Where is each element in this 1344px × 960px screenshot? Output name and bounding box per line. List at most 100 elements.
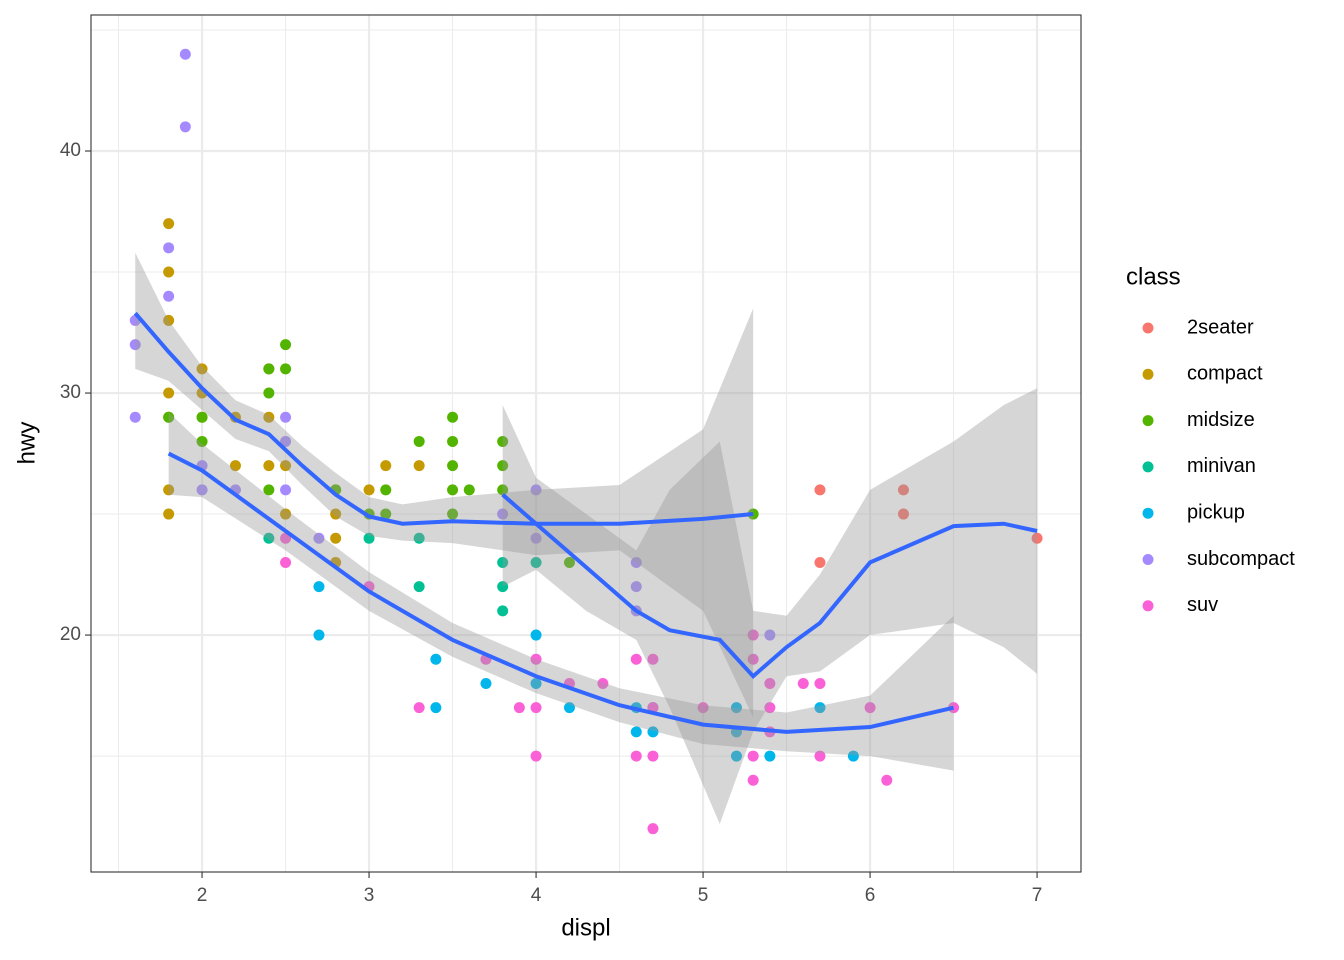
point bbox=[697, 702, 709, 714]
point bbox=[413, 702, 425, 714]
point bbox=[263, 532, 275, 544]
point bbox=[330, 508, 342, 520]
point bbox=[280, 363, 292, 375]
panel-border bbox=[90, 14, 1082, 873]
point bbox=[497, 556, 509, 568]
point bbox=[163, 290, 175, 302]
point bbox=[647, 653, 659, 665]
point bbox=[497, 508, 509, 520]
point bbox=[413, 532, 425, 544]
point bbox=[513, 702, 525, 714]
point bbox=[263, 363, 275, 375]
point bbox=[530, 532, 542, 544]
point bbox=[730, 750, 742, 762]
point bbox=[447, 460, 459, 472]
point bbox=[280, 411, 292, 423]
point bbox=[129, 411, 141, 423]
point bbox=[413, 460, 425, 472]
point bbox=[597, 677, 609, 689]
point bbox=[430, 702, 442, 714]
legend-key bbox=[1142, 368, 1154, 380]
confidence-band bbox=[168, 412, 954, 771]
point bbox=[530, 629, 542, 641]
point bbox=[447, 435, 459, 447]
point bbox=[530, 750, 542, 762]
point bbox=[814, 750, 826, 762]
point bbox=[897, 508, 909, 520]
point bbox=[363, 532, 375, 544]
point bbox=[881, 774, 893, 786]
point bbox=[747, 750, 759, 762]
point bbox=[630, 581, 642, 593]
legend-label: suv bbox=[1187, 594, 1218, 616]
point bbox=[447, 508, 459, 520]
point bbox=[447, 484, 459, 496]
legend-key bbox=[1142, 415, 1154, 427]
x-tick-label: 5 bbox=[698, 885, 709, 906]
legend-title: class bbox=[1126, 263, 1181, 290]
point bbox=[447, 411, 459, 423]
point bbox=[747, 774, 759, 786]
point bbox=[463, 484, 475, 496]
point bbox=[263, 484, 275, 496]
point bbox=[280, 508, 292, 520]
point bbox=[330, 532, 342, 544]
x-tick-label: 4 bbox=[531, 885, 542, 906]
point bbox=[530, 484, 542, 496]
legend-key bbox=[1142, 554, 1154, 565]
point bbox=[363, 484, 375, 496]
point bbox=[263, 460, 275, 472]
point bbox=[313, 629, 325, 641]
point bbox=[380, 484, 392, 496]
point bbox=[497, 484, 509, 496]
y-axis-title: hwy bbox=[13, 422, 40, 465]
y-tick-label: 40 bbox=[60, 140, 81, 161]
point bbox=[413, 435, 425, 447]
x-tick-label: 7 bbox=[1032, 885, 1043, 906]
point bbox=[380, 460, 392, 472]
point bbox=[730, 702, 742, 714]
point bbox=[630, 653, 642, 665]
point bbox=[163, 387, 175, 399]
legend-label: compact bbox=[1187, 363, 1263, 385]
point bbox=[647, 726, 659, 738]
point bbox=[764, 702, 776, 714]
point bbox=[179, 48, 191, 60]
point bbox=[630, 556, 642, 568]
point bbox=[196, 411, 208, 423]
x-axis-title: displ bbox=[561, 914, 610, 941]
point bbox=[163, 411, 175, 423]
point bbox=[647, 750, 659, 762]
point bbox=[497, 460, 509, 472]
point bbox=[497, 435, 509, 447]
legend-label: pickup bbox=[1187, 501, 1245, 523]
point bbox=[280, 532, 292, 544]
panel bbox=[91, 15, 1081, 872]
point bbox=[530, 702, 542, 714]
point bbox=[797, 677, 809, 689]
point bbox=[313, 581, 325, 593]
point bbox=[764, 677, 776, 689]
point bbox=[280, 339, 292, 351]
y-tick-label: 30 bbox=[60, 382, 81, 403]
legend-key bbox=[1142, 507, 1154, 519]
point bbox=[280, 460, 292, 472]
point bbox=[163, 266, 175, 278]
point bbox=[163, 508, 175, 520]
point bbox=[229, 460, 241, 472]
point bbox=[196, 435, 208, 447]
point bbox=[280, 435, 292, 447]
point bbox=[430, 653, 442, 665]
point bbox=[163, 218, 175, 230]
x-tick-label: 2 bbox=[197, 885, 208, 906]
point bbox=[497, 581, 509, 593]
point bbox=[814, 484, 826, 496]
point bbox=[163, 314, 175, 326]
point bbox=[480, 677, 492, 689]
x-tick-label: 3 bbox=[364, 885, 375, 906]
legend-label: midsize bbox=[1187, 409, 1255, 431]
point bbox=[747, 629, 759, 641]
point bbox=[814, 556, 826, 568]
